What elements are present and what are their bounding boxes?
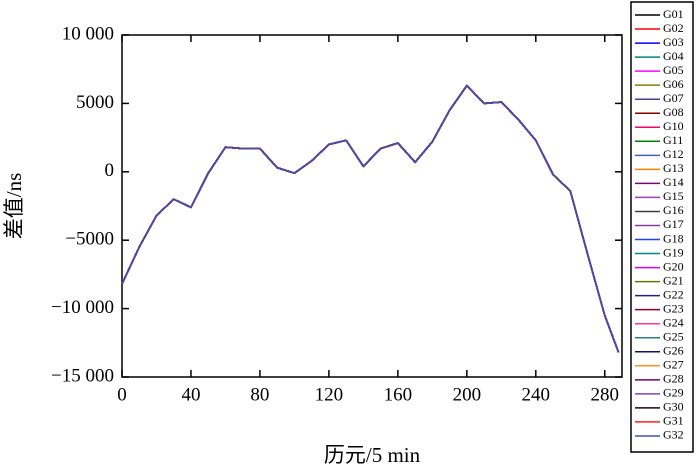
plot-frame [121, 34, 623, 378]
y-tick-label: 10 000 [62, 23, 114, 44]
legend-label: G14 [663, 175, 684, 189]
legend-label: G24 [663, 315, 684, 329]
series-line [121, 84, 620, 353]
y-tick-label: −10 000 [51, 297, 114, 318]
series-line [121, 84, 620, 353]
legend-label: G15 [663, 189, 684, 203]
series-line [121, 84, 620, 353]
series-line [121, 84, 620, 353]
series-line [121, 84, 620, 353]
legend-label: G06 [663, 77, 684, 91]
series-line [121, 84, 620, 353]
x-tick-label: 200 [453, 384, 482, 405]
legend-label: G29 [663, 386, 684, 400]
legend-label: G30 [663, 400, 684, 414]
legend-label: G08 [663, 105, 684, 119]
x-tick-label: 240 [522, 384, 551, 405]
y-tick-label: 5000 [76, 92, 114, 113]
legend-label: G07 [663, 91, 684, 105]
series-line [121, 84, 620, 353]
x-tick-label: 280 [591, 384, 620, 405]
series-line [121, 84, 620, 353]
legend-label: G23 [663, 301, 684, 315]
x-tick-label: 0 [117, 384, 127, 405]
legend-box [630, 1, 694, 453]
series-line [121, 84, 620, 353]
series-line [121, 84, 620, 353]
series-line [121, 84, 620, 353]
x-tick-label: 80 [250, 384, 269, 405]
legend-label: G28 [663, 372, 684, 386]
series-line [121, 84, 620, 353]
series-line [121, 84, 620, 353]
series-line [121, 84, 620, 353]
x-tick-label: 40 [181, 384, 200, 405]
series-line [121, 84, 620, 353]
x-tick-label: 160 [384, 384, 413, 405]
legend-label: G27 [663, 358, 684, 372]
series-line [121, 84, 620, 353]
x-axis-label: 历元/5 min [324, 443, 421, 467]
y-tick-label: −5000 [65, 229, 114, 250]
legend-label: G11 [663, 133, 683, 147]
series-line [121, 84, 620, 353]
series-line [121, 84, 620, 353]
legend-label: G01 [663, 7, 684, 21]
x-tick-label: 120 [315, 384, 344, 405]
legend-label: G10 [663, 119, 684, 133]
series-line [121, 84, 620, 353]
series-line [121, 84, 620, 353]
legend-label: G26 [663, 344, 684, 358]
legend-label: G05 [663, 63, 684, 77]
legend-label: G04 [663, 49, 684, 63]
series-line [121, 84, 620, 353]
legend-label: G32 [663, 428, 684, 442]
series-line [121, 84, 620, 353]
legend-label: G18 [663, 231, 684, 245]
y-tick-label: 0 [105, 160, 115, 181]
legend-label: G22 [663, 287, 684, 301]
series-line [121, 84, 620, 353]
legend-label: G02 [663, 21, 684, 35]
series-line [121, 84, 620, 353]
legend-label: G13 [663, 161, 684, 175]
legend-label: G12 [663, 147, 684, 161]
series-line [121, 84, 620, 353]
legend-label: G17 [663, 217, 684, 231]
series-line [121, 84, 620, 353]
series-line [121, 84, 620, 353]
legend-label: G20 [663, 259, 684, 273]
legend-label: G03 [663, 35, 684, 49]
y-axis-label: 差值/ns [2, 173, 26, 240]
series-line [121, 84, 620, 353]
y-tick-label: −15 000 [51, 365, 114, 386]
series-line [121, 84, 620, 353]
legend-label: G21 [663, 273, 684, 287]
legend-label: G25 [663, 329, 684, 343]
series-line [121, 84, 620, 353]
series-line [121, 84, 620, 353]
legend-label: G31 [663, 414, 684, 428]
legend-label: G19 [663, 245, 684, 259]
legend-label: G16 [663, 203, 684, 217]
